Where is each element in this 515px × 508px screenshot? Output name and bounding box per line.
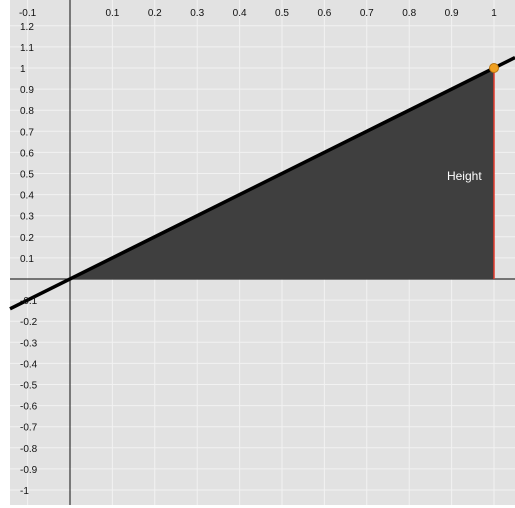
x-tick-label: 0.5 <box>275 8 289 19</box>
y-tick-label: 0.3 <box>20 212 34 223</box>
y-tick-label: -0.5 <box>20 381 38 392</box>
y-tick-label: -0.6 <box>20 402 38 413</box>
y-tick-label: 0.7 <box>20 127 34 138</box>
y-tick-label: 0.4 <box>20 191 34 202</box>
y-tick-label: -0.2 <box>20 317 38 328</box>
x-tick-label: 0.8 <box>402 8 416 19</box>
x-tick-label: 1 <box>491 8 497 19</box>
y-tick-label: 1 <box>20 64 26 75</box>
x-tick-label: -0.1 <box>19 8 37 19</box>
x-tick-label: 0.1 <box>105 8 119 19</box>
y-tick-label: -0.1 <box>20 296 38 307</box>
y-tick-label: -0.4 <box>20 359 38 370</box>
x-tick-label: 0.6 <box>317 8 331 19</box>
y-tick-label: 0.2 <box>20 233 34 244</box>
x-tick-labels: -0.1 0.1 0.2 0.3 0.4 0.5 0.6 0.7 0.8 0.9 1 <box>19 8 497 19</box>
y-tick-label: 1.1 <box>20 43 34 54</box>
x-tick-label: 0.3 <box>190 8 204 19</box>
y-tick-label: 0.6 <box>20 148 34 159</box>
y-tick-label: 0.5 <box>20 170 34 181</box>
height-label: Height <box>447 169 482 183</box>
y-tick-label: 0.8 <box>20 106 34 117</box>
chart-marks <box>9 55 515 311</box>
y-tick-labels: 1.2 1.1 1 0.9 0.8 0.7 0.6 0.5 0.4 0.3 0.2 0.1 -0.1 -0… <box>20 22 38 508</box>
y-tick-label: 0.9 <box>20 85 34 96</box>
y-tick-label: -0.9 <box>20 465 38 476</box>
y-tick-label: -0.3 <box>20 338 38 349</box>
y-tick-label: 1.2 <box>20 22 34 33</box>
annotations: Height <box>447 169 482 183</box>
x-tick-label: 0.2 <box>148 8 162 19</box>
y-tick-label: 0.1 <box>20 254 34 265</box>
function-line <box>9 55 515 311</box>
y-tick-label: -0.8 <box>20 444 38 455</box>
y-tick-label: -1 <box>20 486 29 497</box>
x-tick-label: 0.9 <box>445 8 459 19</box>
x-tick-label: 0.4 <box>233 8 247 19</box>
x-tick-label: 0.7 <box>360 8 374 19</box>
drag-point[interactable] <box>489 63 499 73</box>
y-tick-label: -0.7 <box>20 423 38 434</box>
